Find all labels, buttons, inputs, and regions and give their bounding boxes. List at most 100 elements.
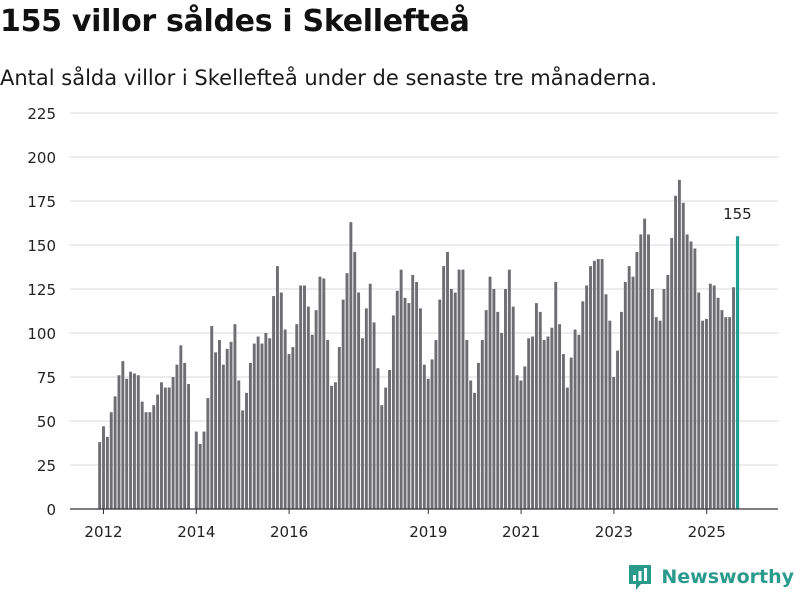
bar [295, 324, 299, 509]
bar [422, 364, 426, 509]
y-tick-label: 0 [46, 501, 56, 519]
bar [291, 347, 295, 509]
bar [148, 412, 152, 509]
bar [275, 266, 279, 509]
bar [415, 281, 419, 509]
brand-logo[interactable]: Newsworthy [627, 562, 794, 592]
bar [658, 320, 662, 509]
bar [140, 401, 144, 509]
bar [241, 410, 245, 509]
bar [395, 290, 399, 509]
bar [504, 289, 507, 509]
bar [113, 396, 117, 509]
x-tick-label: 2019 [409, 523, 447, 541]
bar [434, 340, 438, 509]
bar [492, 289, 496, 509]
bar [538, 311, 542, 509]
bar [194, 431, 198, 509]
bar [619, 311, 623, 509]
bar [279, 292, 283, 509]
bar [214, 352, 218, 509]
bar [476, 362, 480, 509]
bar [357, 292, 361, 509]
bar [662, 289, 666, 509]
annotations: 155 [723, 205, 752, 223]
bar [105, 436, 109, 509]
bar [701, 320, 705, 509]
chart-title: 155 villor såldes i Skellefteå [0, 4, 470, 39]
y-axis-labels: 0 25 50 75 100 125 150 175 200 225 [27, 105, 56, 519]
bar [453, 292, 457, 509]
bar [689, 241, 693, 510]
highlight-label: 155 [723, 205, 752, 223]
y-tick-label: 200 [27, 149, 56, 167]
bar [507, 269, 511, 509]
y-tick-label: 50 [37, 413, 56, 431]
bar [419, 308, 422, 509]
bar [368, 283, 372, 509]
bar [585, 285, 589, 509]
bar [391, 315, 395, 509]
bar [326, 340, 330, 509]
bar [635, 252, 639, 510]
bar [446, 252, 449, 510]
y-tick-label: 175 [27, 193, 56, 211]
bar [527, 338, 531, 509]
bar [160, 382, 163, 509]
bar-latest [735, 236, 740, 509]
y-tick-label: 125 [27, 281, 56, 299]
bar [674, 195, 677, 509]
bar [272, 296, 276, 509]
bar [403, 297, 407, 509]
bar [109, 412, 113, 509]
y-tick-label: 150 [27, 237, 56, 255]
bar [592, 260, 596, 509]
bar [442, 266, 446, 509]
bar [666, 274, 670, 509]
x-tick-label: 2025 [688, 523, 726, 541]
bar [681, 202, 685, 509]
bar [693, 248, 697, 509]
bar [198, 443, 202, 509]
bar [596, 259, 600, 509]
bar [457, 269, 461, 509]
bar [102, 426, 105, 509]
bar [550, 327, 554, 509]
bar [604, 294, 608, 509]
bar [627, 266, 631, 509]
bar [322, 278, 326, 509]
bar [129, 371, 133, 509]
bar [728, 317, 732, 509]
y-tick-label: 100 [27, 325, 56, 343]
bar [589, 266, 592, 509]
bar [542, 340, 546, 509]
bar [705, 318, 708, 509]
bar [438, 299, 442, 509]
bar [407, 303, 411, 509]
bar [608, 320, 612, 509]
bar [449, 289, 453, 509]
bar [156, 394, 160, 509]
bar [306, 306, 310, 509]
bar [268, 338, 272, 509]
bar [558, 324, 562, 509]
bar [167, 387, 171, 509]
y-tick-label: 75 [37, 369, 56, 387]
bar [163, 387, 167, 509]
bar [581, 301, 585, 509]
bar [364, 308, 368, 509]
bar [685, 234, 689, 509]
bar [314, 310, 318, 509]
x-tick-label: 2021 [502, 523, 540, 541]
bar [712, 285, 716, 509]
bar [248, 362, 252, 509]
x-tick-label: 2016 [270, 523, 308, 541]
bar [303, 285, 306, 509]
bar [218, 340, 221, 509]
bar [237, 380, 241, 509]
bar [384, 387, 388, 509]
bar [573, 329, 577, 509]
bar [318, 276, 322, 509]
bar [631, 276, 635, 509]
bar [399, 269, 403, 509]
